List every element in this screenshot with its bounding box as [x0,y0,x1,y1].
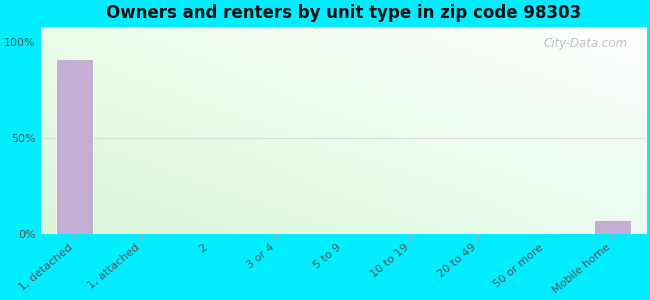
Title: Owners and renters by unit type in zip code 98303: Owners and renters by unit type in zip c… [105,4,581,22]
Bar [593,220,630,234]
Text: City-Data.com: City-Data.com [543,37,628,50]
Bar [56,59,93,234]
